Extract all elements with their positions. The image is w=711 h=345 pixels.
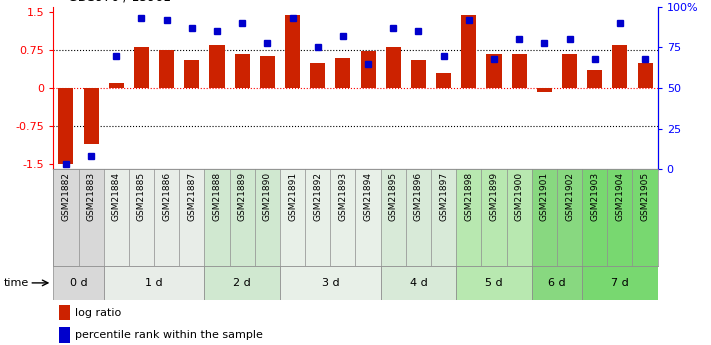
Bar	[587, 70, 602, 88]
Text: 2 d: 2 d	[233, 278, 251, 288]
Text: GSM21902: GSM21902	[565, 172, 574, 221]
Bar	[84, 88, 99, 144]
Bar	[411, 60, 426, 88]
Bar	[380, 169, 406, 266]
Bar	[53, 169, 78, 266]
Bar	[431, 169, 456, 266]
Bar	[512, 53, 527, 88]
Text: GSM21893: GSM21893	[338, 172, 348, 221]
Bar	[60, 305, 70, 320]
Text: time: time	[4, 278, 29, 288]
Bar	[104, 266, 205, 300]
Text: 5 d: 5 d	[485, 278, 503, 288]
Bar	[280, 266, 380, 300]
Bar	[456, 266, 532, 300]
Bar	[436, 73, 451, 88]
Bar	[255, 169, 280, 266]
Bar	[154, 169, 179, 266]
Text: GSM21891: GSM21891	[288, 172, 297, 221]
Bar	[104, 169, 129, 266]
Bar	[60, 327, 70, 343]
Text: 4 d: 4 d	[410, 278, 427, 288]
Text: GSM21904: GSM21904	[616, 172, 624, 221]
Text: GSM21905: GSM21905	[641, 172, 650, 221]
Bar	[406, 169, 431, 266]
Bar	[331, 169, 356, 266]
Text: log ratio: log ratio	[75, 308, 122, 318]
Text: GSM21894: GSM21894	[363, 172, 373, 221]
Bar	[612, 45, 627, 88]
Text: GSM21896: GSM21896	[414, 172, 423, 221]
Bar	[506, 169, 532, 266]
Bar	[633, 169, 658, 266]
Text: GSM21889: GSM21889	[237, 172, 247, 221]
Text: GSM21895: GSM21895	[389, 172, 397, 221]
Bar	[582, 169, 607, 266]
Text: GSM21890: GSM21890	[263, 172, 272, 221]
Text: 1 d: 1 d	[145, 278, 163, 288]
Text: 6 d: 6 d	[548, 278, 566, 288]
Bar	[109, 83, 124, 88]
Bar	[385, 47, 401, 88]
Bar	[58, 88, 73, 164]
Bar	[53, 266, 104, 300]
Bar	[537, 88, 552, 92]
Bar	[582, 266, 658, 300]
Bar	[235, 53, 250, 88]
Bar	[134, 47, 149, 88]
Bar	[456, 169, 481, 266]
Bar	[607, 169, 633, 266]
Bar	[557, 169, 582, 266]
Bar	[380, 266, 456, 300]
Bar	[481, 169, 506, 266]
Bar	[336, 58, 351, 88]
Bar	[461, 14, 476, 88]
Text: GSM21885: GSM21885	[137, 172, 146, 221]
Bar	[210, 45, 225, 88]
Text: 3 d: 3 d	[321, 278, 339, 288]
Text: GSM21900: GSM21900	[515, 172, 524, 221]
Bar	[562, 53, 577, 88]
Bar	[205, 169, 230, 266]
Bar	[532, 266, 582, 300]
Bar	[360, 51, 375, 88]
Bar	[230, 169, 255, 266]
Text: GSM21903: GSM21903	[590, 172, 599, 221]
Text: GSM21887: GSM21887	[187, 172, 196, 221]
Bar	[638, 63, 653, 88]
Bar	[532, 169, 557, 266]
Text: GSM21883: GSM21883	[87, 172, 95, 221]
Text: percentile rank within the sample: percentile rank within the sample	[75, 330, 263, 340]
Text: GSM21888: GSM21888	[213, 172, 222, 221]
Bar	[486, 53, 501, 88]
Text: GSM21884: GSM21884	[112, 172, 121, 221]
Bar	[184, 60, 199, 88]
Bar	[159, 50, 174, 88]
Text: GDS970 / 15961: GDS970 / 15961	[68, 0, 171, 3]
Text: GSM21892: GSM21892	[314, 172, 322, 221]
Text: GSM21901: GSM21901	[540, 172, 549, 221]
Bar	[260, 56, 275, 88]
Bar	[78, 169, 104, 266]
Text: 7 d: 7 d	[611, 278, 629, 288]
Text: GSM21898: GSM21898	[464, 172, 474, 221]
Bar	[305, 169, 331, 266]
Bar	[356, 169, 380, 266]
Text: GSM21882: GSM21882	[61, 172, 70, 221]
Text: GSM21897: GSM21897	[439, 172, 448, 221]
Bar	[179, 169, 205, 266]
Bar	[205, 266, 280, 300]
Text: 0 d: 0 d	[70, 278, 87, 288]
Bar	[129, 169, 154, 266]
Text: GSM21899: GSM21899	[489, 172, 498, 221]
Bar	[280, 169, 305, 266]
Bar	[310, 63, 325, 88]
Text: GSM21886: GSM21886	[162, 172, 171, 221]
Bar	[285, 14, 300, 88]
